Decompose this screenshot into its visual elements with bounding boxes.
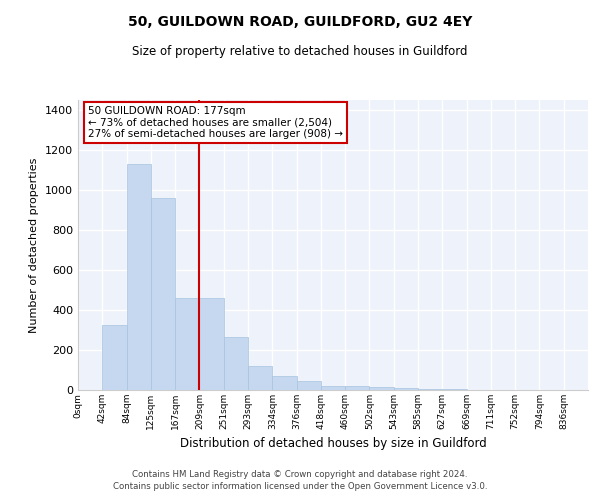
Bar — [321, 386, 345, 390]
Bar — [394, 388, 418, 390]
Text: Size of property relative to detached houses in Guildford: Size of property relative to detached ho… — [132, 45, 468, 58]
Bar — [175, 298, 199, 390]
Bar — [345, 386, 370, 390]
Bar — [296, 381, 321, 390]
Bar — [151, 198, 175, 390]
Bar — [127, 164, 151, 390]
Bar — [418, 389, 442, 390]
Bar — [248, 366, 272, 390]
Bar — [102, 325, 127, 390]
Text: Contains public sector information licensed under the Open Government Licence v3: Contains public sector information licen… — [113, 482, 487, 491]
Text: 50, GUILDOWN ROAD, GUILDFORD, GU2 4EY: 50, GUILDOWN ROAD, GUILDFORD, GU2 4EY — [128, 15, 472, 29]
Bar — [224, 337, 248, 390]
Bar — [199, 298, 224, 390]
Bar — [370, 387, 394, 390]
Text: 50 GUILDOWN ROAD: 177sqm
← 73% of detached houses are smaller (2,504)
27% of sem: 50 GUILDOWN ROAD: 177sqm ← 73% of detach… — [88, 106, 343, 139]
Text: Contains HM Land Registry data © Crown copyright and database right 2024.: Contains HM Land Registry data © Crown c… — [132, 470, 468, 479]
X-axis label: Distribution of detached houses by size in Guildford: Distribution of detached houses by size … — [179, 438, 487, 450]
Y-axis label: Number of detached properties: Number of detached properties — [29, 158, 40, 332]
Bar — [272, 376, 296, 390]
